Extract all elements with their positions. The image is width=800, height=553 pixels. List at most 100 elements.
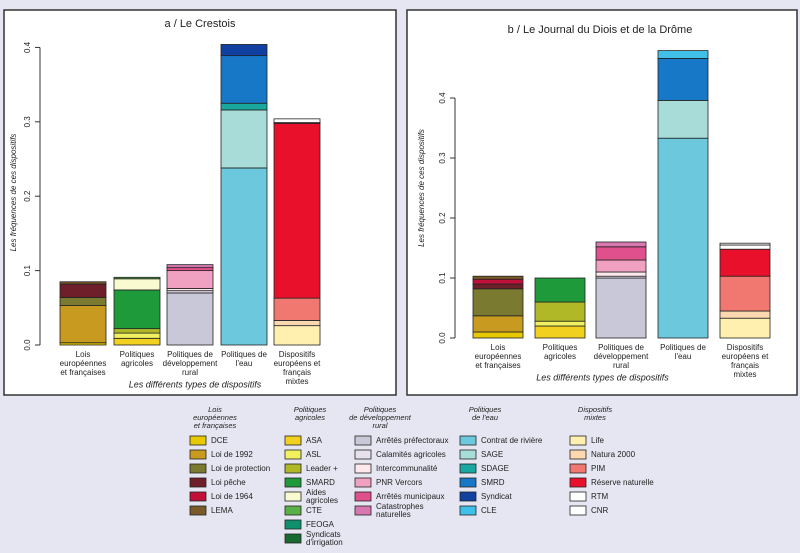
legend-swatch <box>189 505 207 516</box>
legend-label: SMRD <box>481 478 505 487</box>
bar-segment <box>113 278 161 291</box>
bar-segment <box>59 281 107 285</box>
bar-segment <box>220 44 268 57</box>
x-tick-label: développement <box>163 359 218 368</box>
y-tick-label: 0.0 <box>438 332 447 344</box>
bar-segment <box>595 259 647 273</box>
legend-swatch <box>284 477 302 488</box>
bar-segment <box>273 325 321 346</box>
x-tick-label: français <box>283 368 311 377</box>
x-tick-label: Dispositifs <box>279 350 315 359</box>
legend-label: agricoles <box>306 496 338 505</box>
legend-swatch <box>354 477 372 488</box>
legend-swatch <box>569 435 587 446</box>
bar-segment <box>273 118 321 123</box>
x-tick-label: français <box>731 361 759 370</box>
y-tick-label: 0.3 <box>438 152 447 164</box>
x-axis-label: Les différents types de dispositifs <box>536 372 669 382</box>
y-tick-label: 0.3 <box>23 116 32 128</box>
legend-label: Syndicat <box>481 492 512 501</box>
bar-segment <box>657 58 709 101</box>
bar-segment <box>273 122 321 299</box>
legend-group-title: agricoles <box>295 413 325 422</box>
bar-segment <box>595 246 647 261</box>
legend-group-title: rural <box>372 421 387 430</box>
y-tick-label: 0.0 <box>23 339 32 351</box>
x-tick-label: européens et <box>274 359 321 368</box>
legend-label: Natura 2000 <box>591 450 636 459</box>
x-tick-label: européens et <box>722 352 769 361</box>
x-tick-label: agricoles <box>544 352 576 361</box>
bar-segment <box>59 296 107 306</box>
legend-group-title: Politiques <box>294 405 327 414</box>
legend-swatch <box>284 519 302 530</box>
x-tick-label: européennes <box>60 359 107 368</box>
x-tick-label: développement <box>594 352 649 361</box>
bar-segment <box>719 248 771 277</box>
legend-swatch <box>189 463 207 474</box>
x-tick-label: Lois <box>76 350 91 359</box>
bar-segment <box>166 292 214 346</box>
legend-swatch <box>284 505 302 516</box>
legend-label: PIM <box>591 464 606 473</box>
legend-label: Calamités agricoles <box>376 450 446 459</box>
legend-label: Loi de 1964 <box>211 492 253 501</box>
x-tick-label: agricoles <box>121 359 153 368</box>
legend-group-title: Politiques <box>364 405 397 414</box>
bar-segment <box>113 276 161 280</box>
bar-segment <box>220 109 268 169</box>
x-tick-label: mixtes <box>733 370 756 379</box>
legend-group-title: de développement <box>349 413 412 422</box>
bar-segment <box>472 288 524 317</box>
x-tick-label: Dispositifs <box>727 343 763 352</box>
legend-swatch <box>354 505 372 516</box>
chart-title: b / Le Journal du Diois et de la Drôme <box>508 24 693 36</box>
bar-segment <box>719 275 771 312</box>
x-tick-label: Politiques <box>543 343 578 352</box>
bar-segment <box>719 317 771 339</box>
legend-swatch <box>459 505 477 516</box>
chart-title: a / Le Crestois <box>165 18 236 30</box>
x-tick-label: et françaises <box>475 361 520 370</box>
legend-label: Loi de protection <box>211 464 270 473</box>
legend-label: CTE <box>306 506 322 515</box>
legend-group-title: mixtes <box>584 413 606 422</box>
y-tick-label: 0.1 <box>23 265 32 277</box>
legend-swatch <box>354 435 372 446</box>
legend-swatch <box>459 477 477 488</box>
legend-group-title: et françaises <box>194 421 237 430</box>
legend-label: Loi pêche <box>211 478 246 487</box>
legend-swatch <box>189 491 207 502</box>
legend-group-title: Lois <box>208 405 222 414</box>
bar-segment <box>472 283 524 290</box>
bar-segment <box>719 244 771 250</box>
bar-segment <box>59 283 107 298</box>
x-tick-label: Politiques <box>120 350 155 359</box>
legend-label: Arrêtés préfectoraux <box>376 436 448 445</box>
x-tick-label: rural <box>182 368 198 377</box>
bar-segment <box>657 100 709 139</box>
bar-segment <box>166 267 214 272</box>
legend-swatch <box>189 477 207 488</box>
bar-segment <box>220 102 268 111</box>
bar-segment <box>719 242 771 246</box>
bar-segment <box>595 241 647 248</box>
legend-label: CLE <box>481 506 497 515</box>
legend-label: LEMA <box>211 506 233 515</box>
bar-segment <box>657 50 709 59</box>
legend-group-title: de l'eau <box>472 413 499 422</box>
bar-segment <box>534 320 586 327</box>
y-axis-label: Les fréquences de ces dispositifs <box>9 134 18 252</box>
legend-swatch <box>189 449 207 460</box>
y-axis-label: Les fréquences de ces dispositifs <box>417 129 426 247</box>
legend-group-title: Dispositifs <box>578 405 612 414</box>
y-tick-label: 0.4 <box>438 92 447 104</box>
legend-swatch <box>284 449 302 460</box>
bar-segment <box>273 320 321 327</box>
legend-label: SMARD <box>306 478 335 487</box>
x-tick-label: l'eau <box>675 352 692 361</box>
x-tick-label: Politiques de <box>167 350 213 359</box>
legend-label: CNR <box>591 506 609 515</box>
legend-label: SAGE <box>481 450 503 459</box>
